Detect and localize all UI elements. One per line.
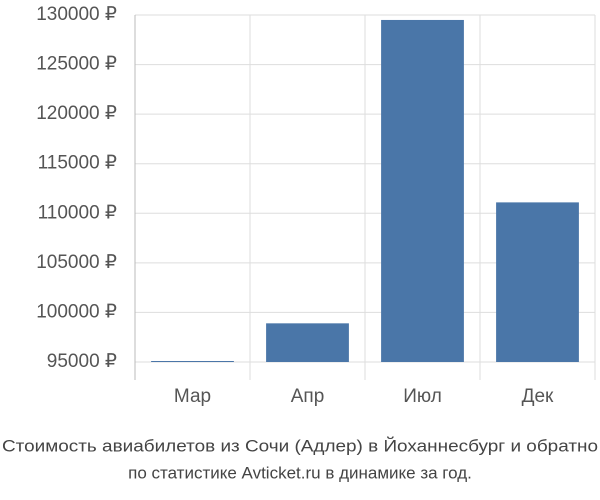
y-tick-label: 100000 ₽	[36, 301, 117, 322]
chart-subtitle: по статистике Avticket.ru в динамике за …	[128, 463, 472, 482]
y-tick-label: 105000 ₽	[36, 252, 117, 273]
bar	[496, 202, 579, 362]
x-tick-label: Мар	[174, 386, 211, 407]
x-tick-label: Июл	[403, 386, 442, 407]
chart-title: Стоимость авиабилетов из Сочи (Адлер) в …	[2, 436, 598, 455]
y-tick-label: 115000 ₽	[38, 153, 117, 174]
x-tick-label: Апр	[291, 386, 325, 407]
bar	[151, 361, 234, 362]
bar	[381, 19, 464, 362]
y-tick-label: 120000 ₽	[36, 103, 117, 124]
bar	[266, 323, 349, 362]
x-tick-label: Дек	[522, 386, 554, 407]
y-tick-label: 125000 ₽	[36, 54, 117, 75]
y-tick-label: 95000 ₽	[47, 351, 117, 372]
y-tick-label: 130000 ₽	[36, 4, 117, 25]
y-tick-label: 110000 ₽	[38, 202, 117, 223]
